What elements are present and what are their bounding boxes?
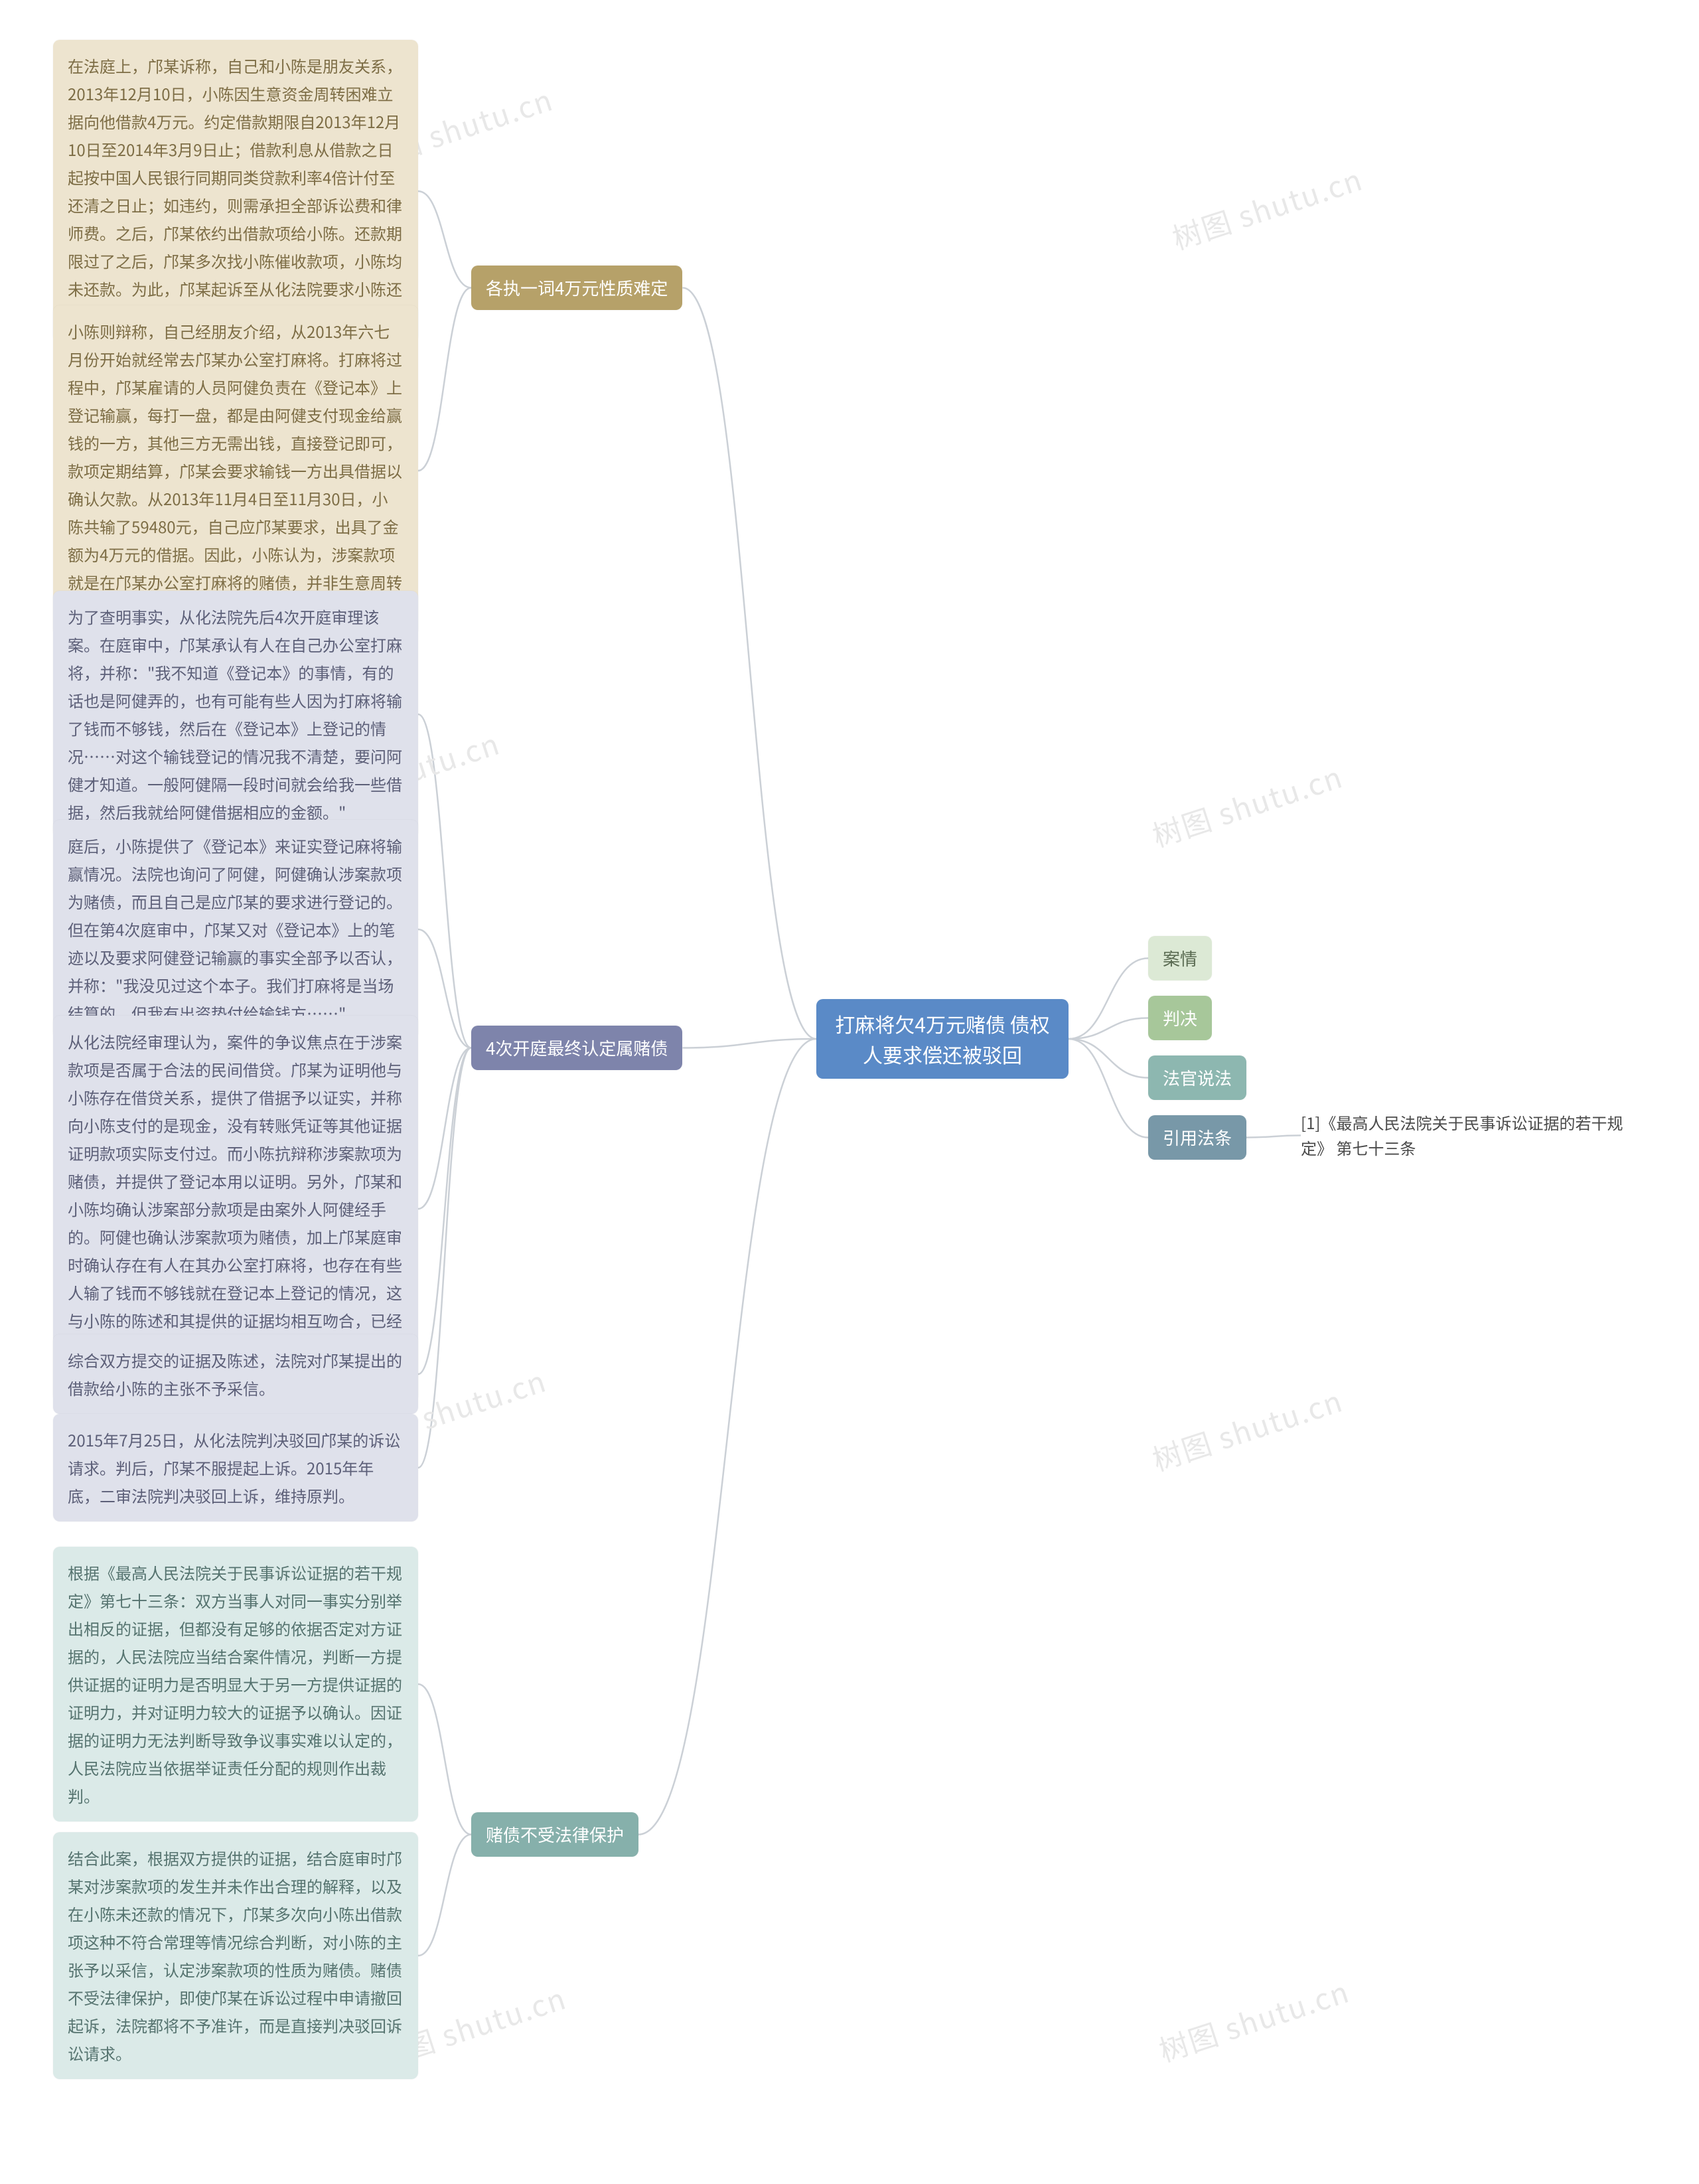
leaf-fourtrial-4: 2015年7月25日，从化法院判决驳回邝某的诉讼请求。判后，邝某不服提起上诉。2… xyxy=(53,1414,418,1521)
leaf-fourtrial-3: 综合双方提交的证据及陈述，法院对邝某提出的借款给小陈的主张不予采信。 xyxy=(53,1334,418,1414)
watermark: 树图 shutu.cn xyxy=(1146,754,1347,856)
leaf-noprotect-0: 根据《最高人民法院关于民事诉讼证据的若干规定》第七十三条：双方当事人对同一事实分… xyxy=(53,1547,418,1822)
root-node: 打麻将欠4万元赌债 债权人要求偿还被驳回 xyxy=(816,999,1069,1079)
section-faguan: 法官说法 xyxy=(1148,1055,1246,1100)
leaf-dispute-1: 小陈则辩称，自己经朋友介绍，从2013年六七月份开始就经常去邝某办公室打麻将。打… xyxy=(53,305,418,636)
watermark: 树图 shutu.cn xyxy=(1153,1969,1354,2070)
watermark: 树图 shutu.cn xyxy=(1166,157,1367,258)
leaf-fourtrial-1: 庭后，小陈提供了《登记本》来证实登记麻将输赢情况。法院也询问了阿健，阿健确认涉案… xyxy=(53,820,418,1039)
section-yinyong: 引用法条 xyxy=(1148,1115,1246,1160)
section-panjue: 判决 xyxy=(1148,996,1212,1040)
section-noprotect: 赌债不受法律保护 xyxy=(471,1812,638,1857)
section-fourtrial: 4次开庭最终认定属赌债 xyxy=(471,1026,682,1070)
leaf-dispute-0: 在法庭上，邝某诉称，自己和小陈是朋友关系，2013年12月10日，小陈因生意资金… xyxy=(53,40,418,343)
section-anqing: 案情 xyxy=(1148,936,1212,980)
watermark: 树图 shutu.cn xyxy=(1146,1378,1347,1480)
leaf-fourtrial-0: 为了查明事实，从化法院先后4次开庭审理该案。在庭审中，邝某承认有人在自己办公室打… xyxy=(53,591,418,838)
section-dispute: 各执一词4万元性质难定 xyxy=(471,266,682,310)
leaf-yinyong: [1]《最高人民法院关于民事诉讼证据的若干规定》 第七十三条 xyxy=(1301,1110,1646,1161)
leaf-noprotect-1: 结合此案，根据双方提供的证据，结合庭审时邝某对涉案款项的发生并未作出合理的解释，… xyxy=(53,1832,418,2079)
